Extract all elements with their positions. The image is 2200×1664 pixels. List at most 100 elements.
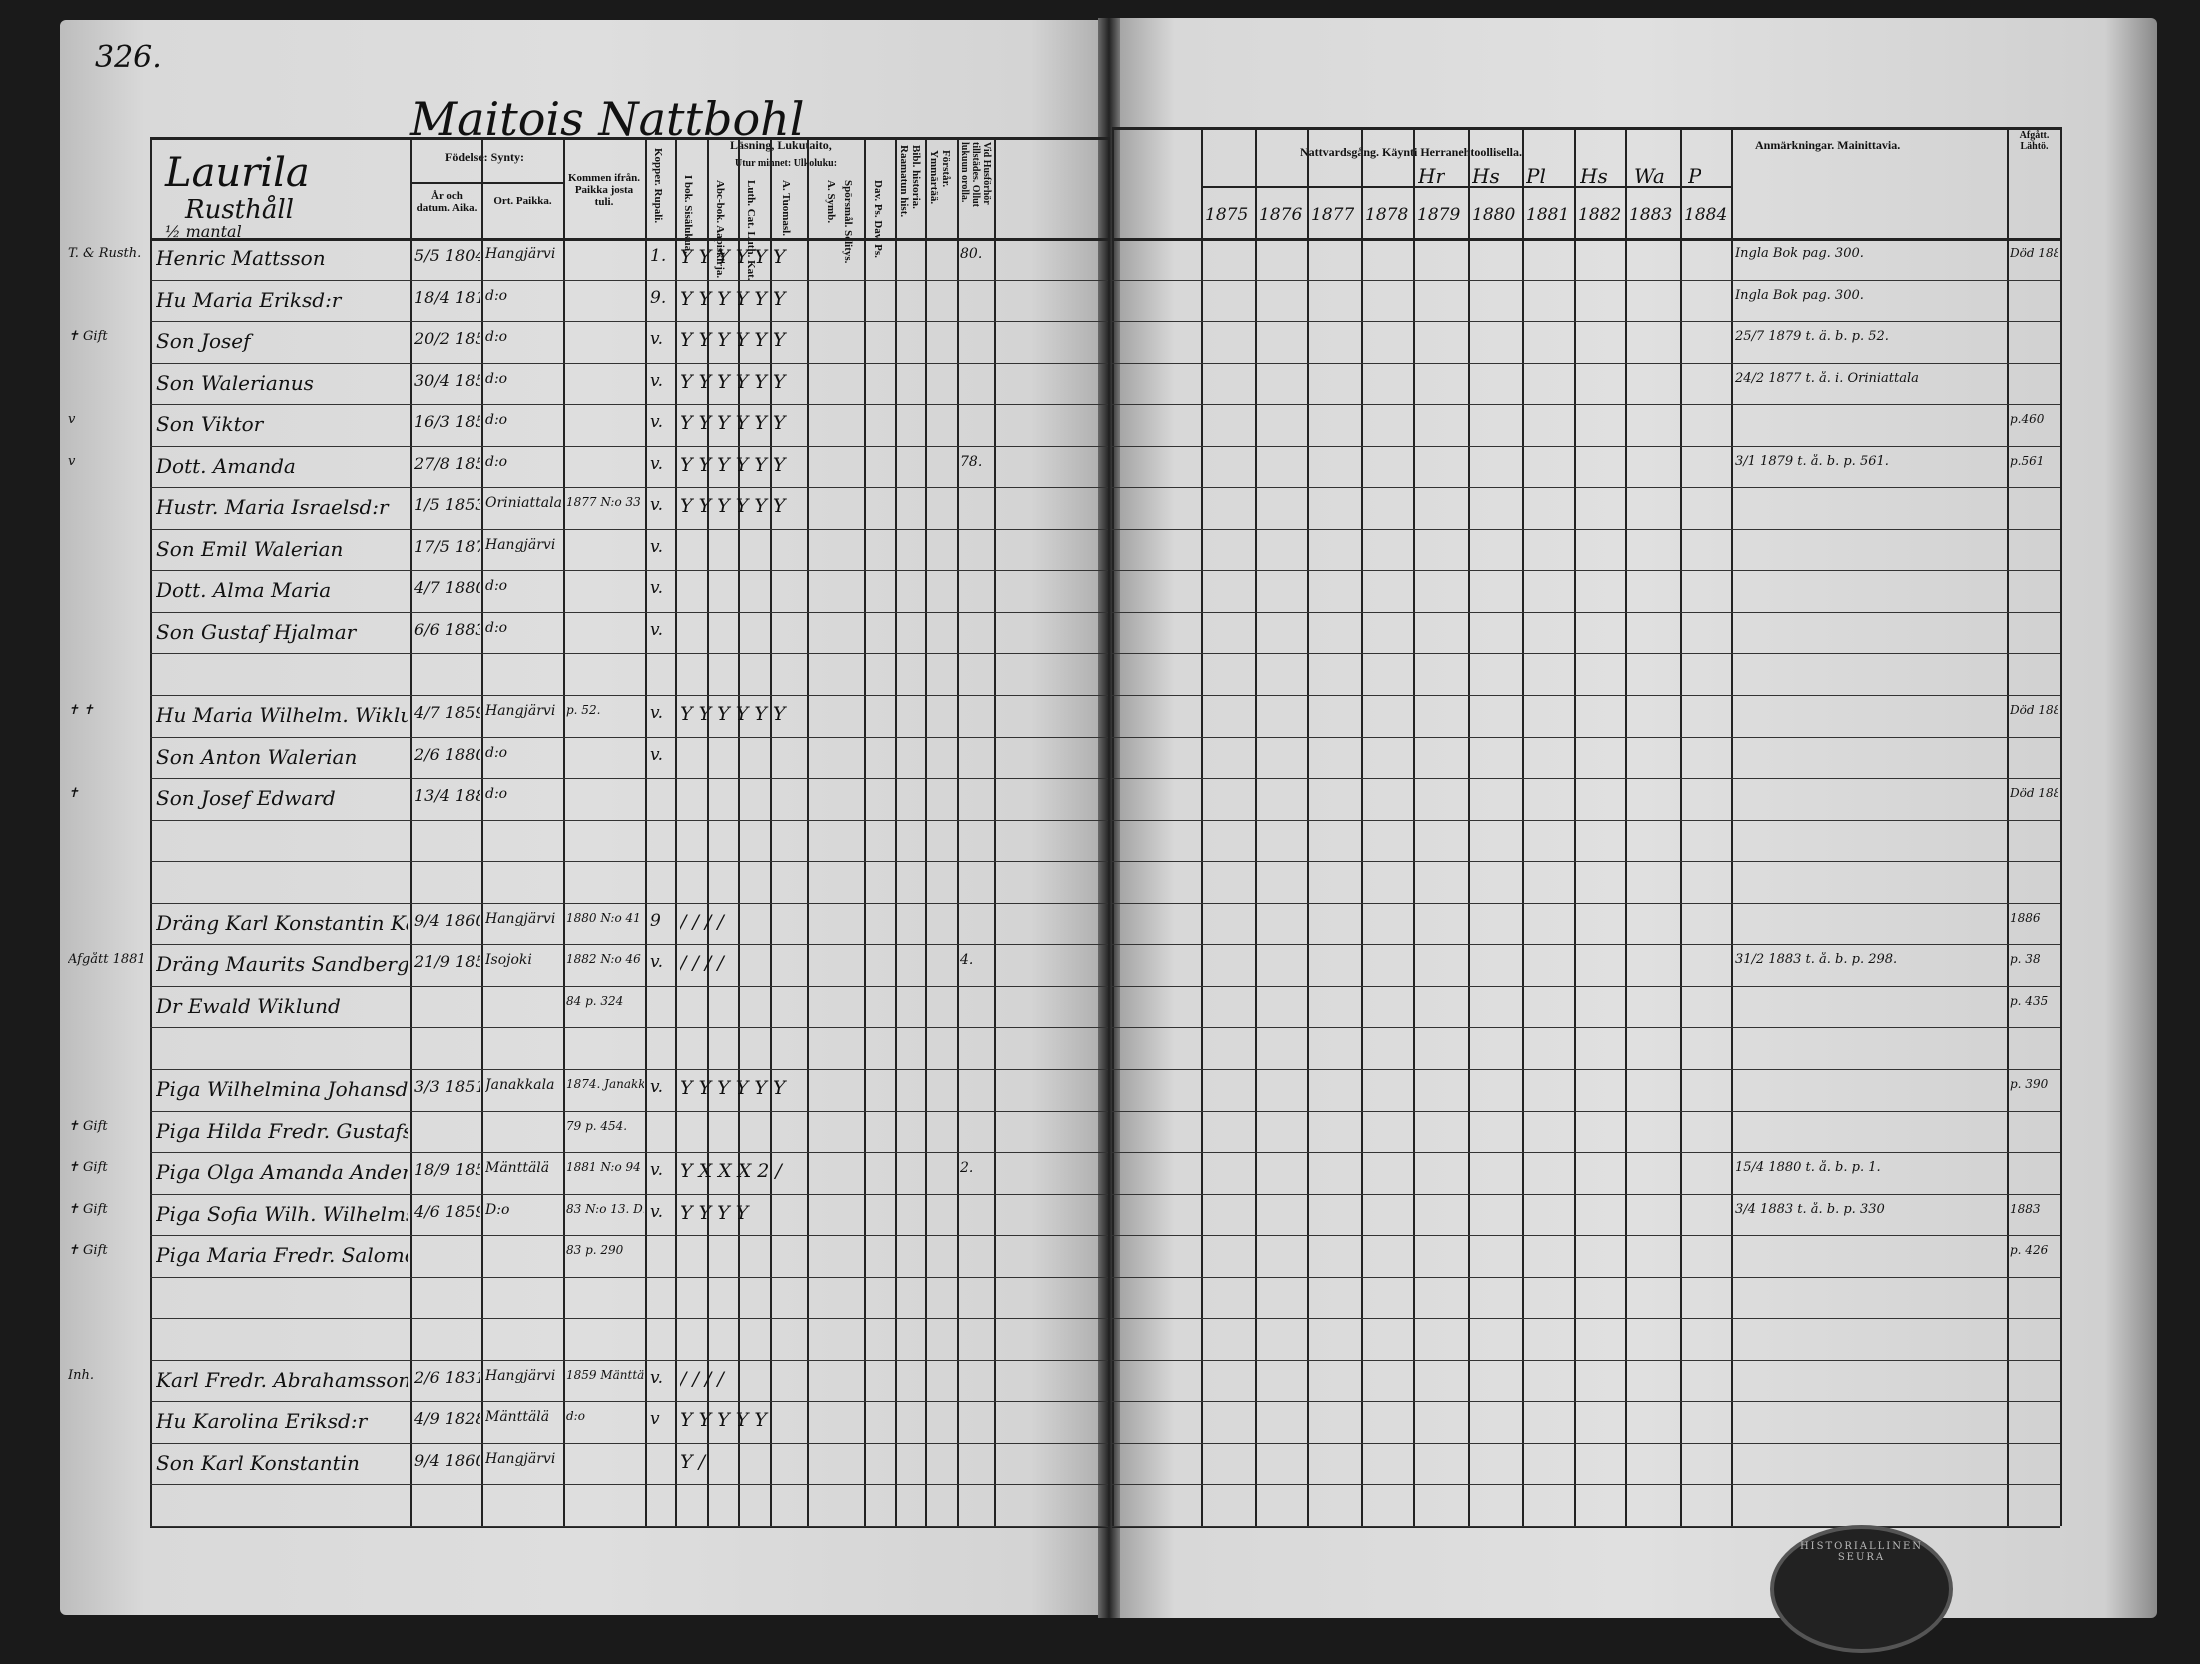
row-place: d:o: [485, 329, 508, 346]
row-from: 1880 N:o 41: [566, 910, 641, 925]
row-rule: [1112, 1027, 2060, 1029]
row-name: Hu Maria Wilhelm. Wiklund: [156, 703, 408, 728]
row-kopper: v.: [650, 1160, 663, 1181]
column-rule: [1574, 127, 1576, 1526]
row-rule: [1112, 279, 2060, 281]
row-date: 9/4 1860: [414, 910, 480, 930]
row-rule: [150, 404, 1108, 406]
column-rule: [1361, 127, 1363, 1526]
row-remark: Ingla Bok pag. 300.: [1735, 246, 1864, 261]
row-departed: Död 1882.: [2010, 703, 2058, 718]
row-rule: [150, 653, 1108, 655]
header-a-symb: A. Symb.: [825, 180, 837, 224]
row-place: d:o: [485, 786, 508, 803]
year-header: 1881: [1526, 205, 1570, 225]
birth-header-rule: [410, 182, 563, 184]
header-birth: Födelse: Synty:: [445, 150, 524, 164]
row-date: 18/9 1859: [414, 1160, 480, 1180]
row-from: 1882 N:o 46 Mänttälä: [566, 952, 644, 967]
row-rule: [1112, 861, 2060, 863]
row-rule: [1112, 944, 2060, 946]
header-bible-history: Bibl. historia. Raamatun hist.: [898, 145, 922, 218]
header-in-book: I bok. Sisälukua.: [682, 175, 694, 254]
row-name: Hu Maria Eriksd:r: [156, 287, 342, 312]
row-rule: [150, 1152, 1108, 1154]
row-rule: [150, 861, 1108, 863]
priest-mark: Hs: [1472, 164, 1500, 188]
row-rule: [1112, 487, 2060, 489]
row-rule: [150, 362, 1108, 364]
header-came-from: Kommen ifrån. Paikka josta tuli.: [567, 172, 641, 208]
row-kopper: v.: [650, 619, 663, 640]
row-rule: [1112, 445, 2060, 447]
row-margin: ✝ Gift: [68, 1243, 108, 1259]
row-place: Hangjärvi: [485, 1450, 556, 1467]
row-place: Janakkala: [485, 1076, 555, 1093]
row-date: 1/5 1853: [414, 495, 480, 515]
row-rule: [1112, 1235, 2060, 1237]
column-rule: [410, 137, 412, 1526]
row-place: d:o: [485, 453, 508, 470]
row-margin: Afgått 1881: [68, 952, 146, 968]
row-kopper: v.: [650, 578, 663, 599]
farm-name: Laurila: [165, 150, 310, 196]
row-date: 4/7 1859: [414, 703, 480, 723]
row-date: 18/4 1815: [414, 287, 480, 307]
column-rule: [1255, 127, 1257, 1526]
priest-mark: Wa: [1634, 164, 1665, 188]
year-header-rule: [1201, 186, 1731, 188]
row-place: d:o: [485, 744, 508, 761]
column-rule: [957, 137, 959, 1526]
row-place: Mänttälä: [485, 1409, 550, 1426]
column-rule: [770, 137, 772, 1526]
row-rule: [1112, 611, 2060, 613]
row-name: Karl Fredr. Abrahamsson: [156, 1367, 408, 1392]
row-rule: [150, 1110, 1108, 1112]
year-header: 1877: [1311, 205, 1355, 225]
row-kopper: v.: [650, 952, 663, 973]
row-date: 13/4 1882: [414, 786, 480, 806]
year-header: 1878: [1365, 205, 1409, 225]
year-header: 1879: [1417, 205, 1461, 225]
column-rule: [1468, 127, 1470, 1526]
row-date: 9/4 1860: [414, 1450, 480, 1470]
row-rule: [150, 1068, 1108, 1070]
row-reading: Y Y Y Y: [680, 1201, 749, 1224]
row-reading: Y Y Y Y Y: [680, 1409, 767, 1432]
row-margin: ✝ Gift: [68, 329, 108, 345]
row-from: 84 p. 324: [566, 993, 624, 1008]
header-a-tuomas: A. Tuomasl.: [780, 180, 792, 236]
row-rule: [1112, 1526, 2060, 1527]
row-name: Henric Mattsson: [156, 246, 326, 270]
row-place: d:o: [485, 619, 508, 636]
year-header: 1876: [1259, 205, 1303, 225]
row-rule: [150, 736, 1108, 738]
row-remark: 31/2 1883 t. å. b. p. 298.: [1735, 952, 1898, 968]
column-rule: [1680, 127, 1682, 1526]
row-rule: [1112, 1193, 2060, 1195]
row-rule: [1112, 1110, 2060, 1112]
table-bottom-rule: [1112, 1526, 2060, 1528]
row-rule: [1112, 1484, 2060, 1486]
column-rule: [563, 137, 565, 1526]
row-from: 83 N:o 13. D:o: [566, 1201, 644, 1216]
row-rule: [1112, 404, 2060, 406]
row-name: Hu Karolina Eriksd:r: [156, 1409, 368, 1434]
row-date: 30/4 1853: [414, 370, 480, 390]
row-rule: [1112, 321, 2060, 323]
row-name: Son Gustaf Hjalmar: [156, 619, 357, 644]
header-top-rule: [1112, 127, 2060, 130]
row-rule: [1112, 362, 2060, 364]
row-kopper: v.: [650, 1367, 663, 1388]
row-name: Piga Hilda Fredr. Gustafsd:r: [156, 1118, 408, 1143]
row-kopper: v.: [650, 744, 663, 765]
row-rule: [1112, 695, 2060, 697]
row-from: 83 p. 290: [566, 1243, 624, 1258]
column-rule: [864, 137, 866, 1526]
year-header: 1884: [1684, 205, 1728, 225]
row-name: Dräng Maurits Sandberg: [156, 952, 408, 977]
column-rule: [675, 137, 677, 1526]
row-rule: [150, 528, 1108, 530]
row-attend: 78.: [960, 453, 983, 470]
row-rule: [150, 985, 1108, 987]
